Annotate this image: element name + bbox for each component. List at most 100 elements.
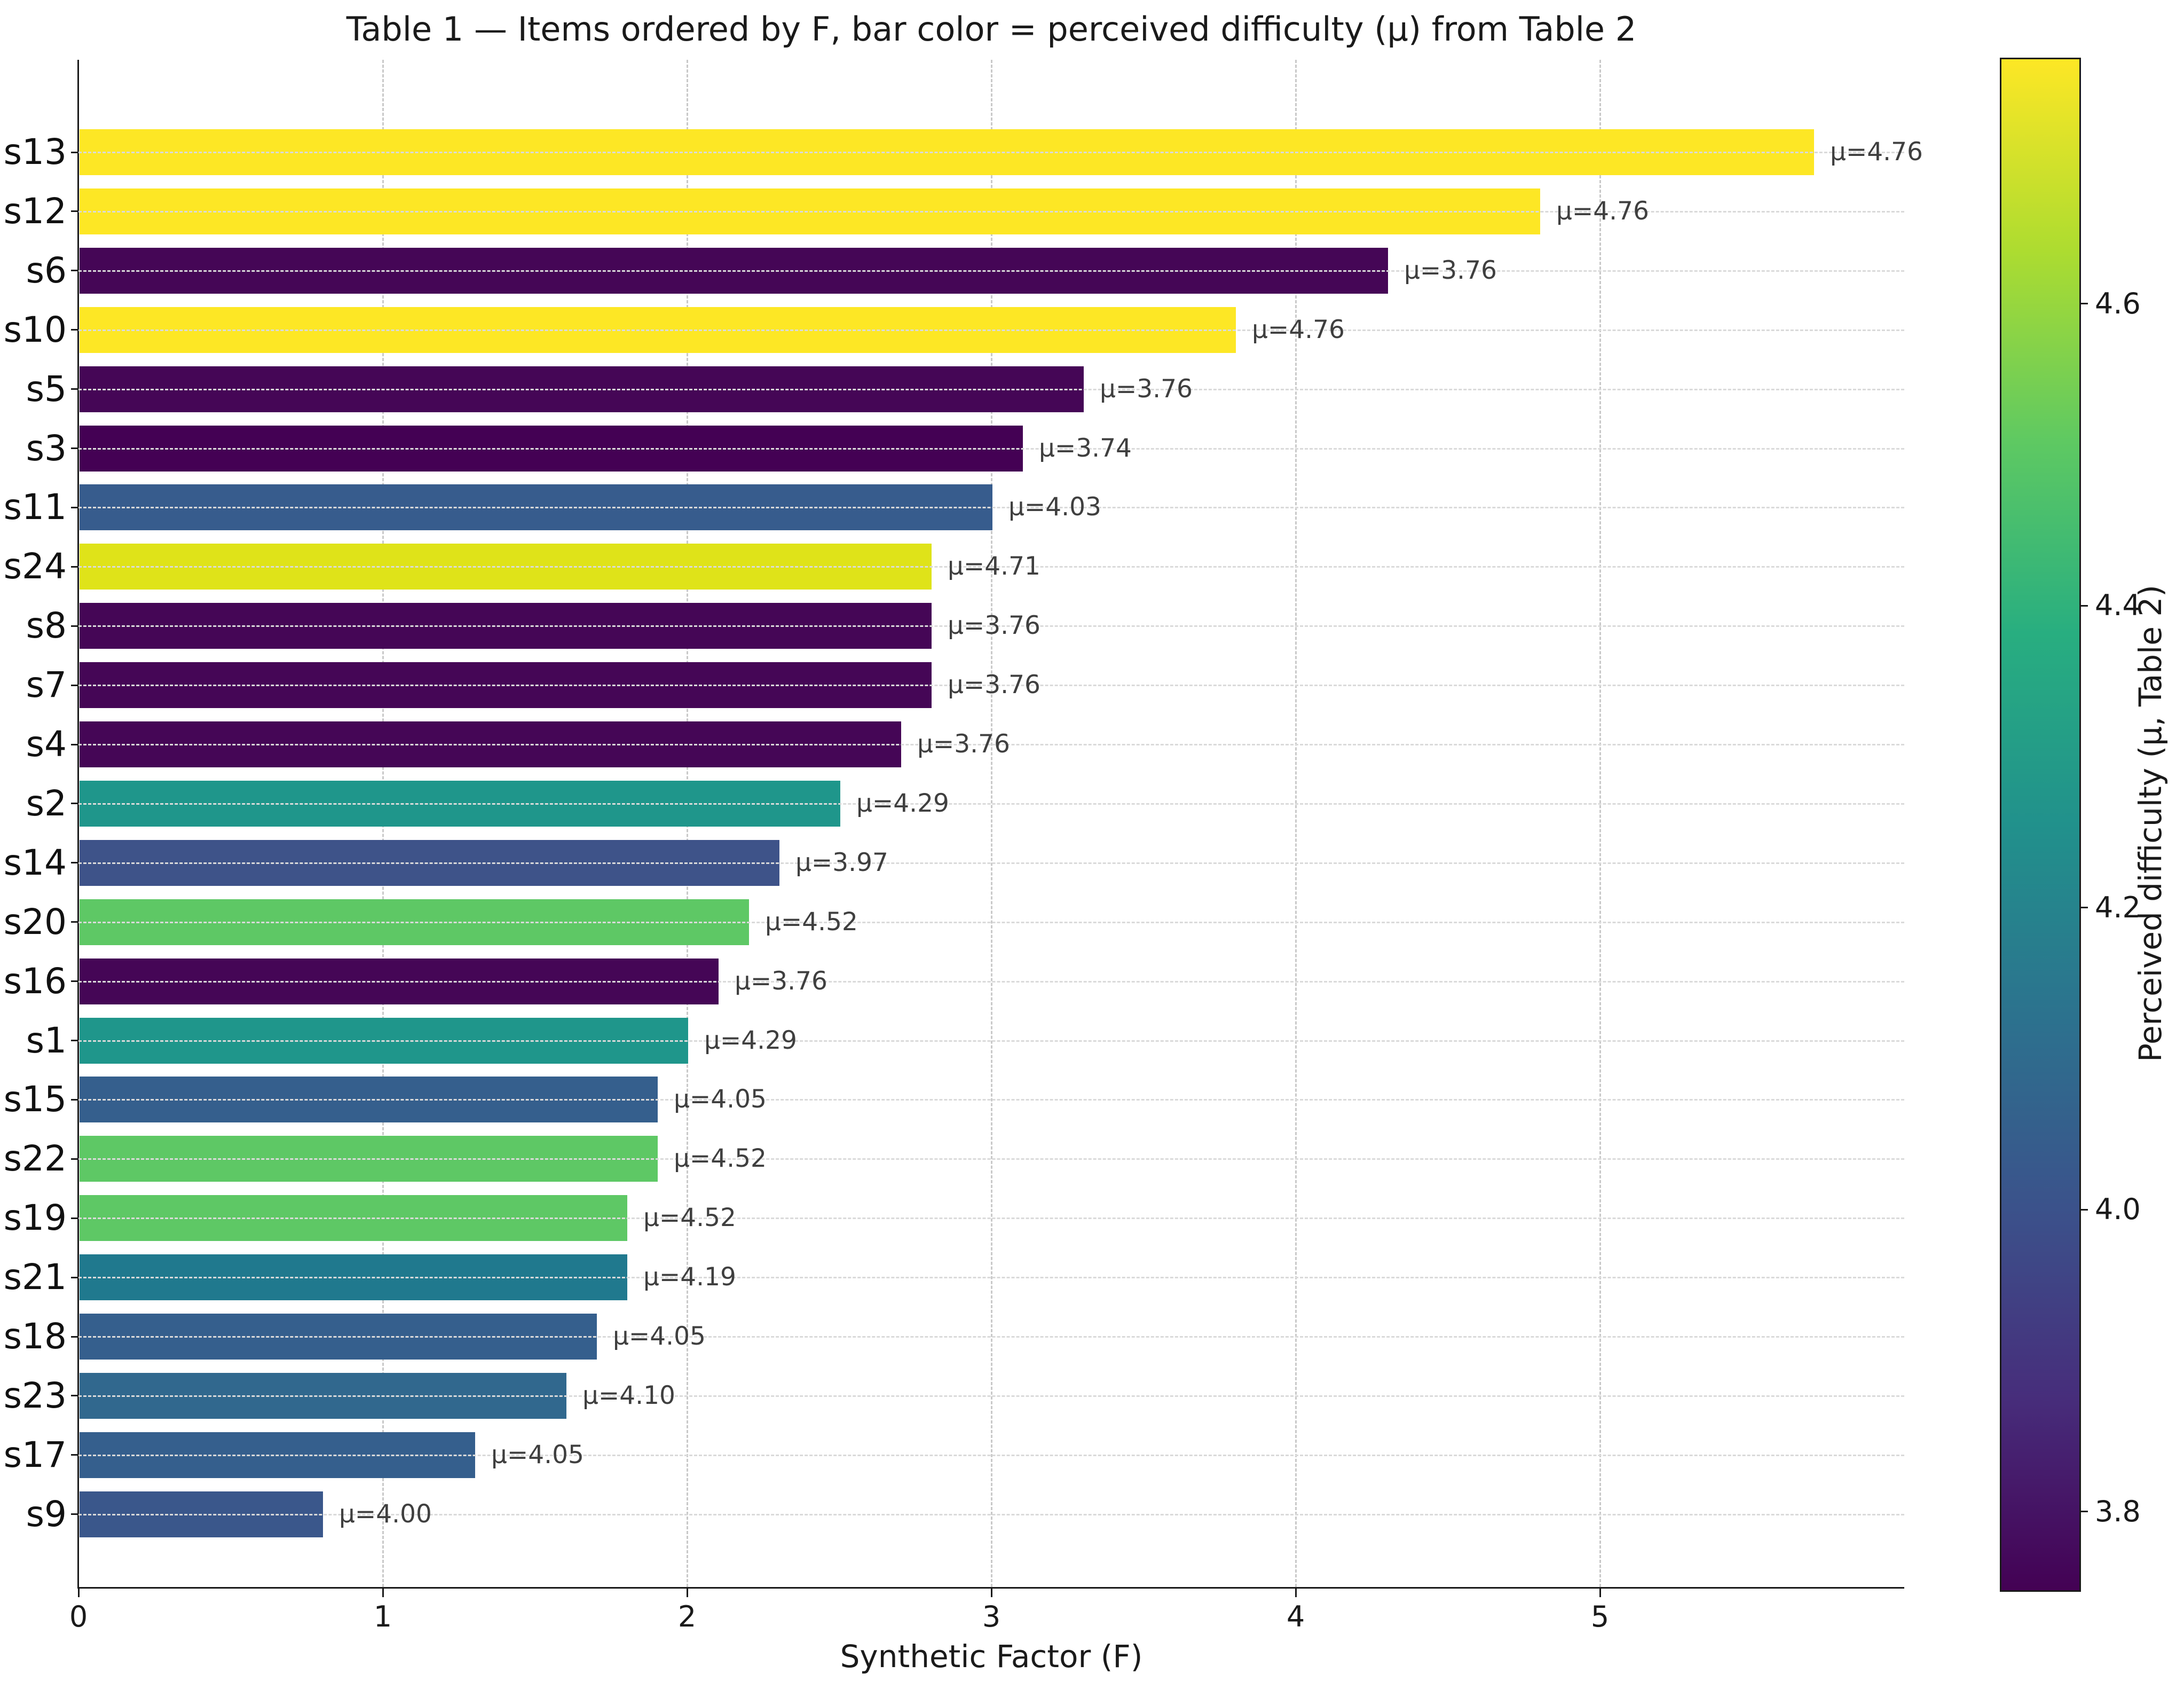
y-tick-label-s6: s6 xyxy=(26,249,67,291)
y-tick-label-s23: s23 xyxy=(3,1374,67,1416)
row-gridline xyxy=(78,1336,1904,1338)
row-gridline xyxy=(78,447,1904,450)
row-gridline xyxy=(78,803,1904,805)
y-tick-label-s11: s11 xyxy=(3,486,67,528)
y-tick-label-s24: s24 xyxy=(3,546,67,587)
y-tick-label-s7: s7 xyxy=(26,664,67,706)
colorbar-tick-label: 3.8 xyxy=(2095,1494,2141,1528)
row-gridline xyxy=(78,1454,1904,1456)
y-tick-mark xyxy=(71,1158,78,1160)
row-gridline xyxy=(78,625,1904,627)
colorbar-tick-mark xyxy=(2079,303,2088,305)
row-gridline xyxy=(78,921,1904,923)
bar-value-label: μ=4.19 xyxy=(643,1262,736,1292)
y-tick-label-s15: s15 xyxy=(3,1079,67,1120)
bar-value-label: μ=3.76 xyxy=(948,670,1040,700)
bar-value-label: μ=4.76 xyxy=(1556,196,1649,226)
row-gridline xyxy=(78,329,1904,331)
y-tick-mark xyxy=(71,625,78,627)
y-tick-label-s16: s16 xyxy=(3,960,67,1002)
bar-value-label: μ=4.29 xyxy=(856,788,949,818)
y-tick-label-s22: s22 xyxy=(3,1138,67,1180)
y-tick-mark xyxy=(71,803,78,805)
bar-value-label: μ=4.71 xyxy=(948,552,1040,582)
x-tick-mark xyxy=(382,1589,384,1597)
colorbar-tick-mark xyxy=(2079,604,2088,607)
row-gridline xyxy=(78,1395,1904,1397)
y-tick-label-s1: s1 xyxy=(26,1019,67,1061)
y-tick-label-s3: s3 xyxy=(26,427,67,469)
y-tick-label-s18: s18 xyxy=(3,1316,67,1357)
row-gridline xyxy=(78,862,1904,864)
colorbar-tick-mark xyxy=(2079,907,2088,909)
row-gridline xyxy=(78,980,1904,983)
y-tick-mark xyxy=(71,684,78,686)
bar-value-label: μ=3.76 xyxy=(917,729,1010,759)
y-tick-label-s12: s12 xyxy=(3,190,67,232)
row-gridline xyxy=(78,210,1904,213)
x-tick-label: 3 xyxy=(982,1600,1001,1633)
y-tick-mark xyxy=(71,210,78,213)
bar-value-label: μ=4.05 xyxy=(613,1322,706,1351)
row-gridline xyxy=(78,1277,1904,1279)
y-tick-label-s5: s5 xyxy=(26,368,67,410)
y-tick-mark xyxy=(71,388,78,390)
y-tick-mark xyxy=(71,1040,78,1041)
chart-title: Table 1 — Items ordered by F, bar color … xyxy=(346,10,1637,49)
y-tick-mark xyxy=(71,743,78,745)
y-tick-mark xyxy=(71,151,78,153)
colorbar-tick-mark xyxy=(2079,1208,2088,1211)
y-tick-label-s2: s2 xyxy=(26,782,67,824)
bar-value-label: μ=4.76 xyxy=(1252,315,1345,344)
bar-value-label: μ=3.76 xyxy=(735,966,827,996)
y-axis-spine xyxy=(77,60,79,1588)
y-tick-mark xyxy=(71,329,78,331)
row-gridline xyxy=(78,507,1904,509)
y-tick-mark xyxy=(71,1395,78,1397)
row-gridline xyxy=(78,1040,1904,1042)
row-gridline xyxy=(78,685,1904,687)
y-tick-mark xyxy=(71,921,78,923)
x-gridline xyxy=(991,60,992,1587)
y-tick-mark xyxy=(71,506,78,508)
bar-value-label: μ=4.10 xyxy=(582,1380,675,1410)
y-tick-mark xyxy=(71,1454,78,1456)
x-tick-mark xyxy=(1295,1589,1297,1597)
bar-value-label: μ=4.00 xyxy=(339,1499,432,1529)
y-tick-label-s14: s14 xyxy=(3,842,67,883)
y-tick-label-s9: s9 xyxy=(26,1493,67,1535)
x-gridline xyxy=(1295,60,1297,1587)
y-tick-label-s8: s8 xyxy=(26,605,67,647)
y-tick-label-s20: s20 xyxy=(3,901,67,942)
row-gridline xyxy=(78,1217,1904,1220)
y-tick-label-s10: s10 xyxy=(3,309,67,350)
x-axis-label: Synthetic Factor (F) xyxy=(840,1638,1143,1675)
y-tick-label-s19: s19 xyxy=(3,1197,67,1239)
y-tick-mark xyxy=(71,862,78,864)
bar-value-label: μ=4.05 xyxy=(674,1085,767,1114)
row-gridline xyxy=(78,1513,1904,1515)
x-axis-spine xyxy=(77,1587,1904,1589)
bar-value-label: μ=4.29 xyxy=(704,1025,797,1055)
colorbar-tick-label: 4.6 xyxy=(2095,286,2141,320)
y-tick-mark xyxy=(71,1513,78,1515)
bar-value-label: μ=3.76 xyxy=(1100,374,1193,404)
y-tick-mark xyxy=(71,270,78,272)
y-tick-label-s4: s4 xyxy=(26,724,67,765)
x-tick-mark xyxy=(1599,1589,1601,1597)
bar-value-label: μ=3.74 xyxy=(1039,433,1132,463)
y-tick-mark xyxy=(71,565,78,568)
row-gridline xyxy=(78,566,1904,568)
bar-value-label: μ=4.52 xyxy=(674,1144,767,1174)
x-tick-label: 5 xyxy=(1590,1600,1610,1633)
y-tick-label-s17: s17 xyxy=(3,1434,67,1475)
bar-value-label: μ=3.97 xyxy=(795,847,888,877)
x-tick-label: 2 xyxy=(677,1600,697,1633)
y-tick-label-s13: s13 xyxy=(3,131,67,172)
row-gridline xyxy=(78,388,1904,390)
bar-value-label: μ=3.76 xyxy=(1404,255,1497,285)
colorbar-tick-label: 4.0 xyxy=(2095,1192,2141,1227)
row-gridline xyxy=(78,1099,1904,1101)
bar-value-label: μ=4.05 xyxy=(491,1440,584,1470)
x-tick-mark xyxy=(77,1589,80,1597)
